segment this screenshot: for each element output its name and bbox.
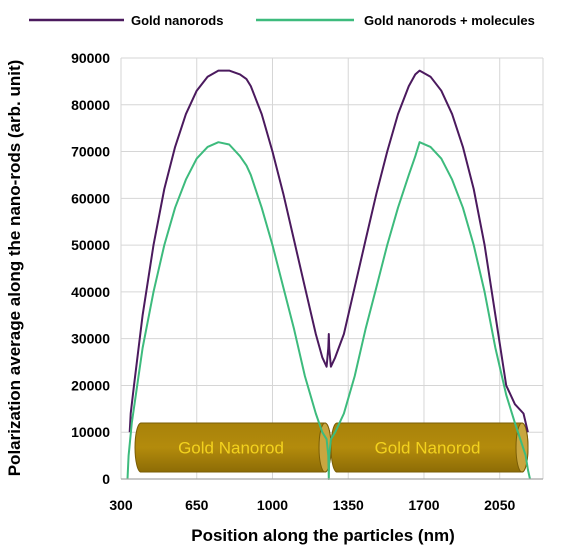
nanorod-label: Gold Nanorod (178, 439, 284, 458)
y-tick-label: 80000 (71, 97, 110, 113)
series-lines (126, 69, 531, 480)
x-tick-label: 300 (109, 497, 133, 513)
y-tick-label: 10000 (71, 424, 110, 440)
series-line-gold-nanorods (128, 69, 529, 433)
x-tick-label: 2050 (484, 497, 515, 513)
x-tick-label: 650 (185, 497, 209, 513)
x-tick-label: 1700 (408, 497, 439, 513)
grid-lines (120, 57, 544, 479)
x-axis-title: Position along the particles (nm) (191, 526, 455, 545)
legend: Gold nanorods Gold nanorods + molecules (29, 13, 535, 28)
y-tick-label: 50000 (71, 237, 110, 253)
x-tick-label: 1000 (257, 497, 288, 513)
y-axis-title: Polarization average along the nano-rods… (5, 60, 24, 477)
nanorod-label: Gold Nanorod (375, 439, 481, 458)
y-tick-label: 0 (102, 471, 110, 487)
y-tick-label: 60000 (71, 190, 110, 206)
legend-entry-label: Gold nanorods (131, 13, 223, 28)
x-tick-label: 1350 (333, 497, 364, 513)
y-tick-label: 30000 (71, 331, 110, 347)
y-tick-label: 20000 (71, 377, 110, 393)
tick-labels: 0 10000 20000 30000 40000 50000 60000 70000 8000… (71, 50, 515, 513)
legend-entry-label: Gold nanorods + molecules (364, 13, 535, 28)
y-tick-label: 70000 (71, 144, 110, 160)
nanorod-annotations: Gold Nanorod Gold Nanorod (134, 422, 529, 473)
y-tick-label: 40000 (71, 284, 110, 300)
y-tick-label: 90000 (71, 50, 110, 66)
